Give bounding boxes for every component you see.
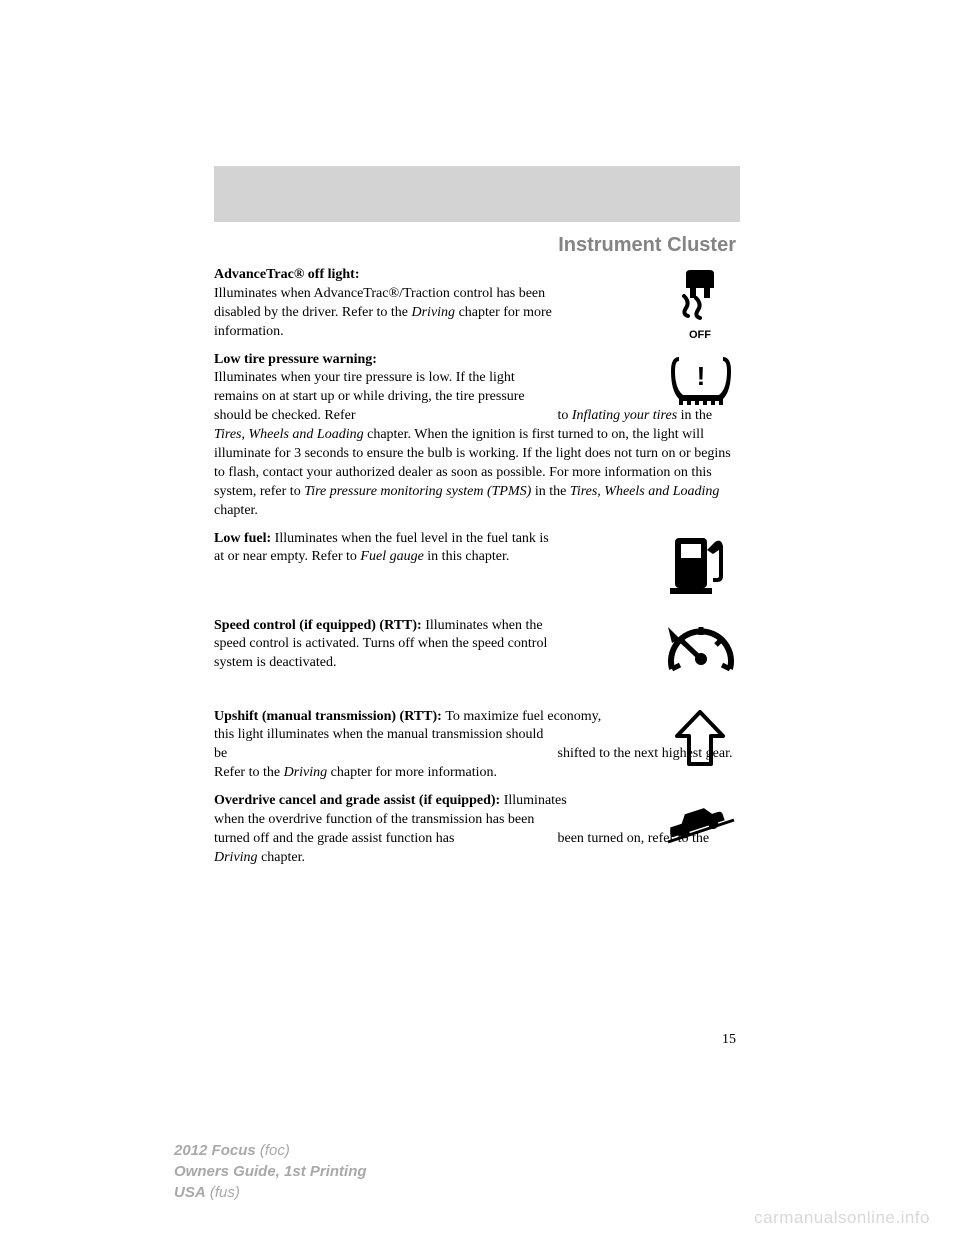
advancetrac-title: AdvanceTrac® off light: — [214, 267, 360, 282]
footer-model: 2012 Focus — [174, 1142, 256, 1159]
footer-region-code: (fus) — [210, 1184, 240, 1201]
lowtire-body5: chapter. — [214, 503, 258, 518]
page: Instrument Cluster OFF AdvanceTrac® off … — [0, 0, 960, 1242]
overdrive-title: Overdrive cancel and grade assist (if eq… — [214, 793, 504, 808]
lowtire-ref4: Tires, Wheels and Loading — [570, 484, 720, 499]
footer-line1: 2012 Focus (foc) — [174, 1140, 367, 1161]
footer-model-code: (foc) — [260, 1142, 290, 1159]
section-overdrive: Overdrive cancel and grade assist (if eq… — [214, 792, 740, 868]
section-upshift: Upshift (manual transmission) (RTT): To … — [214, 708, 740, 784]
footer-region: USA — [174, 1184, 206, 1201]
upshift-arrow-icon — [660, 708, 740, 774]
speed-title: Speed control (if equipped) (RTT): — [214, 618, 425, 633]
advancetrac-text: AdvanceTrac® off light: Illuminates when… — [214, 266, 554, 342]
page-number: 15 — [722, 1032, 736, 1048]
lowfuel-title: Low fuel: — [214, 531, 275, 546]
footer: 2012 Focus (foc) Owners Guide, 1st Print… — [174, 1140, 367, 1203]
fuel-icon — [660, 530, 740, 600]
lowtire-ref3: Tire pressure monitoring system (TPMS) — [304, 484, 531, 499]
upshift-body2: chapter for more information. — [327, 765, 497, 780]
footer-guide: Owners Guide, 1st Printing — [174, 1161, 367, 1182]
tpms-icon: ! — [660, 351, 740, 417]
speedometer-icon — [660, 617, 740, 687]
lowfuel-body2: in this chapter. — [424, 549, 510, 564]
upshift-title: Upshift (manual transmission) (RTT): — [214, 709, 445, 724]
lowfuel-ref1: Fuel gauge — [360, 549, 423, 564]
grade-assist-icon — [660, 792, 740, 850]
lowtire-title: Low tire pressure warning: — [214, 352, 377, 367]
lowfuel-text: Low fuel: Illuminates when the fuel leve… — [214, 530, 554, 568]
header-gray-block — [214, 166, 740, 222]
lowtire-body4: in the — [531, 484, 570, 499]
section-header: Instrument Cluster — [558, 234, 736, 257]
watermark: carmanualsonline.info — [754, 1208, 930, 1228]
lowtire-ref2: Tires, Wheels and Loading — [214, 427, 364, 442]
overdrive-body2: chapter. — [258, 850, 305, 865]
speed-text: Speed control (if equipped) (RTT): Illum… — [214, 617, 554, 674]
page-content: OFF AdvanceTrac® off light: Illuminates … — [214, 266, 740, 877]
overdrive-ref1: Driving — [214, 850, 258, 865]
footer-line3: USA (fus) — [174, 1182, 367, 1203]
upshift-ref1: Driving — [284, 765, 328, 780]
section-advancetrac: OFF AdvanceTrac® off light: Illuminates … — [214, 266, 740, 342]
section-lowfuel: Low fuel: Illuminates when the fuel leve… — [214, 530, 740, 608]
advancetrac-ref1: Driving — [412, 305, 456, 320]
section-speed: Speed control (if equipped) (RTT): Illum… — [214, 617, 740, 699]
advancetrac-off-label: OFF — [660, 328, 740, 343]
section-lowtire: ! Low tire pressure warning: Illuminates… — [214, 351, 740, 521]
svg-text:!: ! — [697, 361, 706, 391]
advancetrac-icon: OFF — [660, 266, 740, 343]
